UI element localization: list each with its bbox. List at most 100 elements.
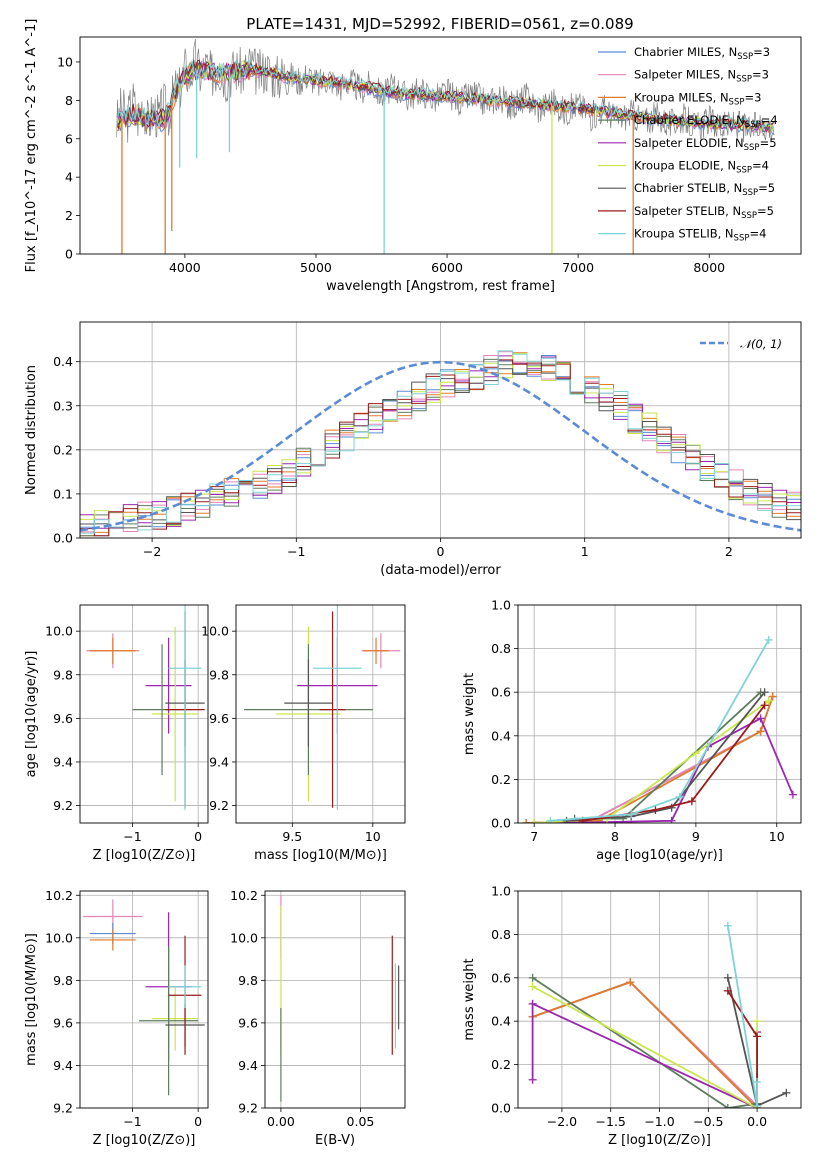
x-tick-label: 7 — [530, 829, 538, 844]
x-tick-label: 8 — [611, 829, 619, 844]
plot-area-weight_vs_Z — [518, 891, 801, 1108]
legend-normal-label: 𝒩(0, 1) — [740, 337, 782, 351]
x-tick-label: −2.0 — [547, 1114, 577, 1129]
axes-frame — [235, 604, 406, 824]
plot-area-spectrum — [116, 39, 775, 254]
y-tick-label: 0.6 — [491, 685, 511, 700]
axes-weight_vs_age: 7 8 9 10 0.0 0.2 0.4 0.6 0.8 1.0 age [log10(age/yr… — [462, 598, 802, 863]
x-tick-label: −1 — [123, 1114, 141, 1129]
y-tick-label: 0.4 — [53, 354, 73, 369]
figure-title: PLATE=1431, MJD=52992, FIBERID=0561, z=0… — [246, 15, 633, 33]
model-spectrum-salpeter_elodie — [116, 60, 775, 133]
plot-area-age_vs_Z — [80, 605, 208, 823]
y-tick-label: 9.4 — [209, 754, 229, 769]
axes-weight_vs_Z: −2.0 −1.5 −1.0 −0.5 0.0 0.0 0.2 0.4 0.6 0.8 1.0 Z [… — [462, 884, 802, 1148]
legend-label-kroupa_miles: Kroupa MILES, NSSP=3 — [634, 90, 761, 107]
legend-label-kroupa_stelib: Kroupa STELIB, NSSP=4 — [634, 227, 766, 244]
x-tick-label: −1 — [287, 544, 305, 559]
x-axis-label: E(B-V) — [315, 1133, 355, 1148]
y-tick-label: 4 — [65, 170, 73, 185]
x-tick-label: 9 — [692, 829, 700, 844]
axes-mass_vs_Z: −1 0 9.2 9.4 9.6 9.8 10.0 10.2 Z [log10(Z/Z⊙)] ma… — [24, 888, 209, 1148]
y-tick-label: 0.8 — [491, 641, 511, 656]
y-tick-label: 0.8 — [491, 927, 511, 942]
y-tick-label: 0.0 — [491, 1101, 511, 1116]
y-tick-label: 9.6 — [238, 1015, 258, 1030]
x-axis-label: mass [log10(M/M⊙)] — [254, 848, 387, 863]
weight-line-kroupa_elodie — [534, 700, 770, 823]
y-tick-label: 10.0 — [230, 930, 258, 945]
y-axis-label: mass weight — [462, 673, 477, 755]
y-tick-label: 9.8 — [209, 667, 229, 682]
y-tick-label: 9.4 — [238, 1058, 258, 1073]
axes-residuals: −2 −1 0 1 2 0.0 0.1 0.2 0.3 0.4 (data-model)/error… — [24, 321, 802, 578]
x-axis-label: Z [log10(Z/Z⊙)] — [93, 848, 196, 863]
y-tick-label: 10 — [57, 54, 73, 69]
weight-line-kroupa_elodie — [532, 985, 758, 1108]
y-tick-label: 10.0 — [45, 624, 73, 639]
y-axis-label: Flux [f_λ10^-17 erg cm^-2 s^-1 A^-1] — [24, 19, 39, 273]
y-tick-label: 9.2 — [238, 1101, 258, 1116]
axes-age_vs_Z: −1 0 9.2 9.4 9.6 9.8 10.0 Z [log10(Z/Z⊙)] age [l… — [24, 604, 209, 863]
y-tick-label: 6 — [65, 131, 73, 146]
legend-label-salpeter_miles: Salpeter MILES, NSSP=3 — [634, 68, 769, 85]
x-tick-label: 0 — [437, 544, 445, 559]
y-tick-label: 9.8 — [238, 973, 258, 988]
y-tick-label: 0.6 — [491, 970, 511, 985]
y-tick-label: 9.2 — [209, 798, 229, 813]
plot-area-weight_vs_age — [518, 605, 801, 823]
legend-label-salpeter_stelib: Salpeter STELIB, NSSP=5 — [634, 204, 774, 221]
weight-line-kroupa_stelib — [550, 639, 770, 822]
y-tick-label: 0.2 — [53, 442, 73, 457]
x-tick-label: 8000 — [693, 260, 725, 275]
x-tick-label: 7000 — [562, 260, 594, 275]
x-tick-label: −1 — [123, 829, 141, 844]
y-tick-label: 0 — [65, 247, 73, 262]
x-tick-label: 5000 — [300, 260, 332, 275]
x-tick-label: 1 — [581, 544, 589, 559]
y-tick-label: 9.4 — [53, 754, 73, 769]
axes-age_vs_mass: 9.5 10 9.2 9.4 9.6 9.8 10.0 mass [log10(M/M⊙)] — [201, 604, 406, 863]
y-tick-label: 0.1 — [53, 486, 73, 501]
axes-frame — [79, 890, 209, 1109]
y-tick-label: 1.0 — [491, 884, 511, 899]
y-axis-label: age [log10(age/yr)] — [24, 651, 39, 778]
x-tick-label: 6000 — [431, 260, 463, 275]
y-tick-label: 0.3 — [53, 398, 73, 413]
x-tick-label: 10 — [365, 829, 381, 844]
y-tick-label: 0.0 — [491, 816, 511, 831]
legend-label-chabrier_stelib: Chabrier STELIB, NSSP=5 — [634, 181, 775, 198]
x-axis-label: wavelength [Angstrom, rest frame] — [326, 279, 555, 294]
y-tick-label: 10.0 — [45, 930, 73, 945]
normal-curve — [80, 360, 801, 532]
x-axis-label: Z [log10(Z/Z⊙)] — [608, 1133, 711, 1148]
legend-label-chabrier_miles: Chabrier MILES, NSSP=3 — [634, 45, 770, 62]
axes-spectrum: 4000 5000 6000 7000 8000 0 2 4 6 8 10 wavelength [A… — [24, 19, 802, 294]
y-tick-label: 9.6 — [53, 1015, 73, 1030]
weight-line-kroupa_stelib — [726, 925, 758, 1106]
x-tick-label: 10 — [769, 829, 785, 844]
y-axis-label: Normed distribution — [24, 365, 39, 495]
legend-label-kroupa_elodie: Kroupa ELODIE, NSSP=4 — [634, 159, 769, 176]
y-tick-label: 0.4 — [491, 728, 511, 743]
plot-area-mass_vs_ebv — [265, 891, 405, 1108]
x-tick-label: 9.5 — [282, 829, 302, 844]
legend-label-salpeter_elodie: Salpeter ELODIE, NSSP=5 — [634, 136, 777, 153]
axes-frame — [79, 36, 802, 255]
x-tick-label: −1.5 — [596, 1114, 626, 1129]
x-tick-label: 0.05 — [347, 1114, 375, 1129]
y-tick-label: 1.0 — [491, 598, 511, 613]
model-spectrum-salpeter_stelib — [116, 59, 775, 130]
y-tick-label: 0.4 — [491, 1014, 511, 1029]
y-tick-label: 2 — [65, 208, 73, 223]
y-axis-label: mass weight — [462, 958, 477, 1040]
data-spectrum-line — [116, 39, 775, 143]
weight-line-chabrier_elodie — [574, 691, 762, 820]
y-tick-label: 9.6 — [53, 711, 73, 726]
x-tick-label: 0.00 — [267, 1114, 295, 1129]
y-tick-label: 9.4 — [53, 1058, 73, 1073]
axes-frame — [517, 890, 802, 1109]
y-tick-label: 9.8 — [53, 667, 73, 682]
